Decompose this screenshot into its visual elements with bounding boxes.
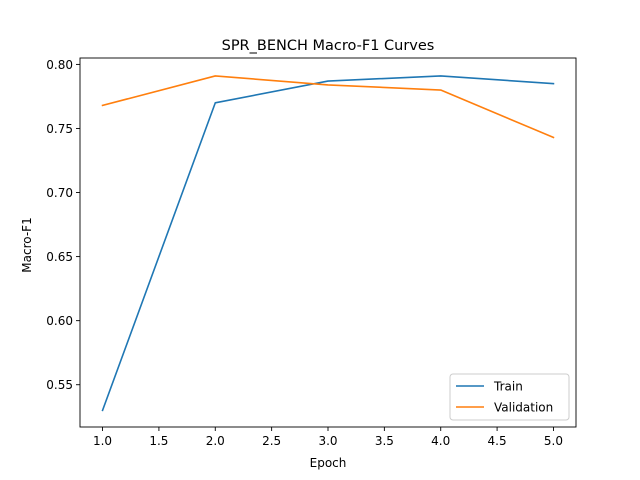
x-tick-label: 1.5 — [149, 434, 168, 448]
x-tick-label: 2.0 — [206, 434, 225, 448]
legend: Train Validation — [449, 373, 570, 421]
series-line-1 — [101, 75, 555, 412]
y-axis-label: Macro-F1 — [20, 217, 34, 272]
x-tick-label: 5.0 — [544, 434, 563, 448]
y-tick-label: 0.75 — [46, 122, 73, 136]
x-tick-label: 3.5 — [375, 434, 394, 448]
y-tick-label: 0.80 — [46, 58, 73, 72]
x-tick-label: 4.0 — [431, 434, 450, 448]
y-tick-label: 0.65 — [46, 250, 73, 264]
axis-layer: 1.0 1.5 2.0 2.5 3.0 3.5 4.0 4.5 5.0 0.55 0.60 0.65 0… — [46, 57, 577, 448]
chart-title: SPR_BENCH Macro-F1 Curves — [222, 38, 435, 54]
x-tick-label: 1.0 — [93, 434, 112, 448]
series-line-2 — [101, 75, 555, 139]
y-tick-label: 0.55 — [46, 378, 73, 392]
y-tick-label: 0.70 — [46, 186, 73, 200]
legend-label-1: Train — [493, 380, 523, 394]
x-axis-label: Epoch — [310, 456, 347, 470]
x-tick-label: 3.0 — [318, 434, 337, 448]
legend-label-2: Validation — [494, 401, 553, 415]
x-tick-label: 2.5 — [262, 434, 281, 448]
x-tick-label: 4.5 — [488, 434, 507, 448]
y-tick-label: 0.60 — [46, 314, 73, 328]
plot-layer — [101, 75, 555, 412]
